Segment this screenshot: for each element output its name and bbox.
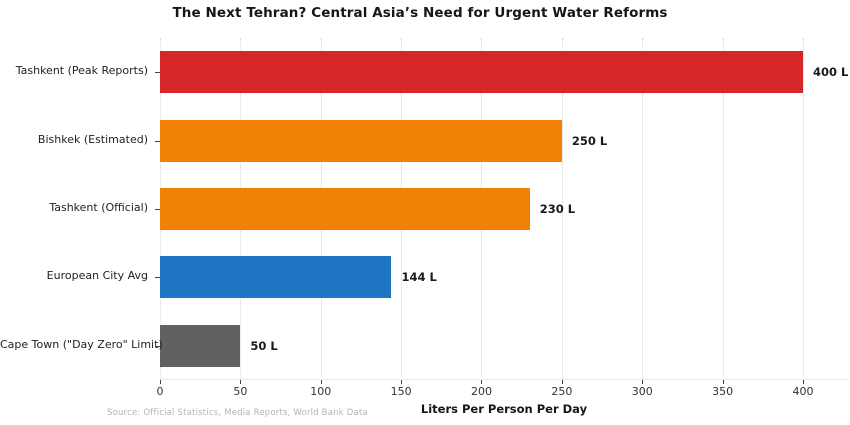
x-tick-mark xyxy=(481,380,483,384)
x-tick-label: 50 xyxy=(233,385,248,398)
gridline xyxy=(642,38,644,380)
y-axis-label: Bishkek (Estimated) xyxy=(37,132,148,146)
x-tick-label: 350 xyxy=(712,385,734,398)
y-axis-label: Cape Town ("Day Zero" Limit) xyxy=(0,337,163,351)
x-tick-mark xyxy=(240,380,242,384)
bar xyxy=(160,256,392,299)
gridline xyxy=(722,38,724,380)
chart-title: The Next Tehran? Central Asia’s Need for… xyxy=(172,5,668,21)
x-axis-line xyxy=(160,379,848,380)
bar xyxy=(160,119,562,162)
x-tick-label: 150 xyxy=(390,385,412,398)
y-axis-label: Tashkent (Peak Reports) xyxy=(15,64,148,78)
x-tick-label: 200 xyxy=(470,385,492,398)
gridline xyxy=(802,38,804,380)
x-tick-mark xyxy=(642,380,644,384)
x-tick-mark xyxy=(802,380,804,384)
x-tick-label: 400 xyxy=(792,385,814,398)
x-tick-mark xyxy=(722,380,724,384)
y-tick-mark xyxy=(155,140,160,142)
bar-value-label: 50 L xyxy=(250,338,278,353)
y-tick-mark xyxy=(155,72,160,74)
x-tick-label: 300 xyxy=(631,385,653,398)
x-axis-title: Liters Per Person Per Day xyxy=(420,402,588,416)
x-tick-label: 100 xyxy=(310,385,332,398)
bar-value-label: 400 L xyxy=(812,65,849,80)
y-tick-mark xyxy=(155,345,160,347)
source-note: Source: Official Statistics, Media Repor… xyxy=(107,408,368,418)
x-tick-label: 0 xyxy=(156,385,164,398)
y-axis-label: Tashkent (Official) xyxy=(49,201,148,214)
bar xyxy=(160,324,241,367)
y-axis-label: European City Avg xyxy=(46,269,148,283)
x-tick-label: 250 xyxy=(551,385,573,398)
x-tick-mark xyxy=(401,380,403,384)
y-tick-mark xyxy=(155,209,160,210)
bar-value-label: 144 L xyxy=(401,270,437,285)
y-tick-mark xyxy=(155,277,160,279)
gridline xyxy=(561,38,563,380)
bar-value-label: 250 L xyxy=(571,133,608,148)
x-tick-mark xyxy=(320,380,322,384)
bar xyxy=(160,51,803,94)
plot-area: 400 L 250 L 230 L 144 L 50 L xyxy=(160,38,848,380)
x-tick-mark xyxy=(561,380,563,384)
x-tick-mark xyxy=(160,380,161,384)
bar xyxy=(160,188,530,230)
bar-value-label: 230 L xyxy=(539,202,576,216)
